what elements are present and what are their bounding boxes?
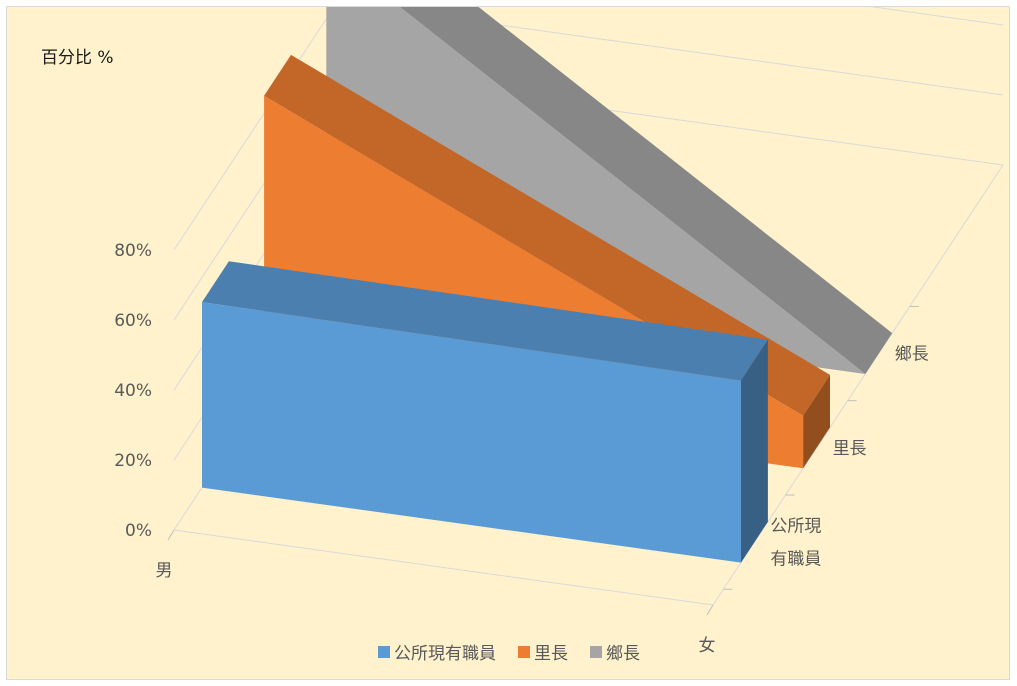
y-tick-label: 0%: [125, 521, 152, 541]
legend-item: 里長: [518, 639, 568, 664]
unit-label: 百分比 %: [41, 48, 114, 68]
y-tick-label: 80%: [114, 241, 152, 261]
legend-swatch: [518, 645, 530, 658]
legend-label: 公所現有職員: [394, 644, 496, 664]
category-label: 女: [699, 636, 716, 656]
category-tick: [706, 604, 714, 616]
series-top-face: [399, 7, 893, 374]
depth-axis-label: 公所現: [770, 517, 821, 537]
depth-axis-label: 鄉長: [895, 345, 929, 365]
legend-label: 里長: [534, 644, 568, 664]
y-tick-label: 40%: [114, 381, 152, 401]
category-tick: [167, 529, 175, 541]
series-top-face: [202, 261, 768, 381]
legend-item: 鄉長: [590, 639, 640, 664]
legend-swatch: [590, 645, 602, 658]
depth-axis-label: 有職員: [770, 550, 821, 570]
y-tick-label: 60%: [114, 311, 152, 331]
depth-axis-label: 里長: [833, 439, 867, 459]
floor-front-edge: [173, 529, 714, 606]
legend-item: 公所現有職員: [378, 639, 496, 664]
y-tick-label: 20%: [114, 451, 152, 471]
series-side-face: [803, 374, 830, 469]
series-0: [202, 261, 768, 563]
legend: 公所現有職員 里長 鄉長: [7, 639, 1011, 664]
chart-frame: 百分比 % 0% 20% 40% 60% 80% 男女鄉長 里長 公所現 有職員 公所現有職員里…: [6, 6, 1010, 680]
category-label: 男: [156, 561, 173, 581]
series-front-face: [202, 302, 741, 563]
legend-label: 鄉長: [606, 644, 640, 664]
series-top-face: [264, 54, 831, 416]
legend-swatch: [378, 645, 390, 658]
series-side-face: [741, 339, 768, 563]
